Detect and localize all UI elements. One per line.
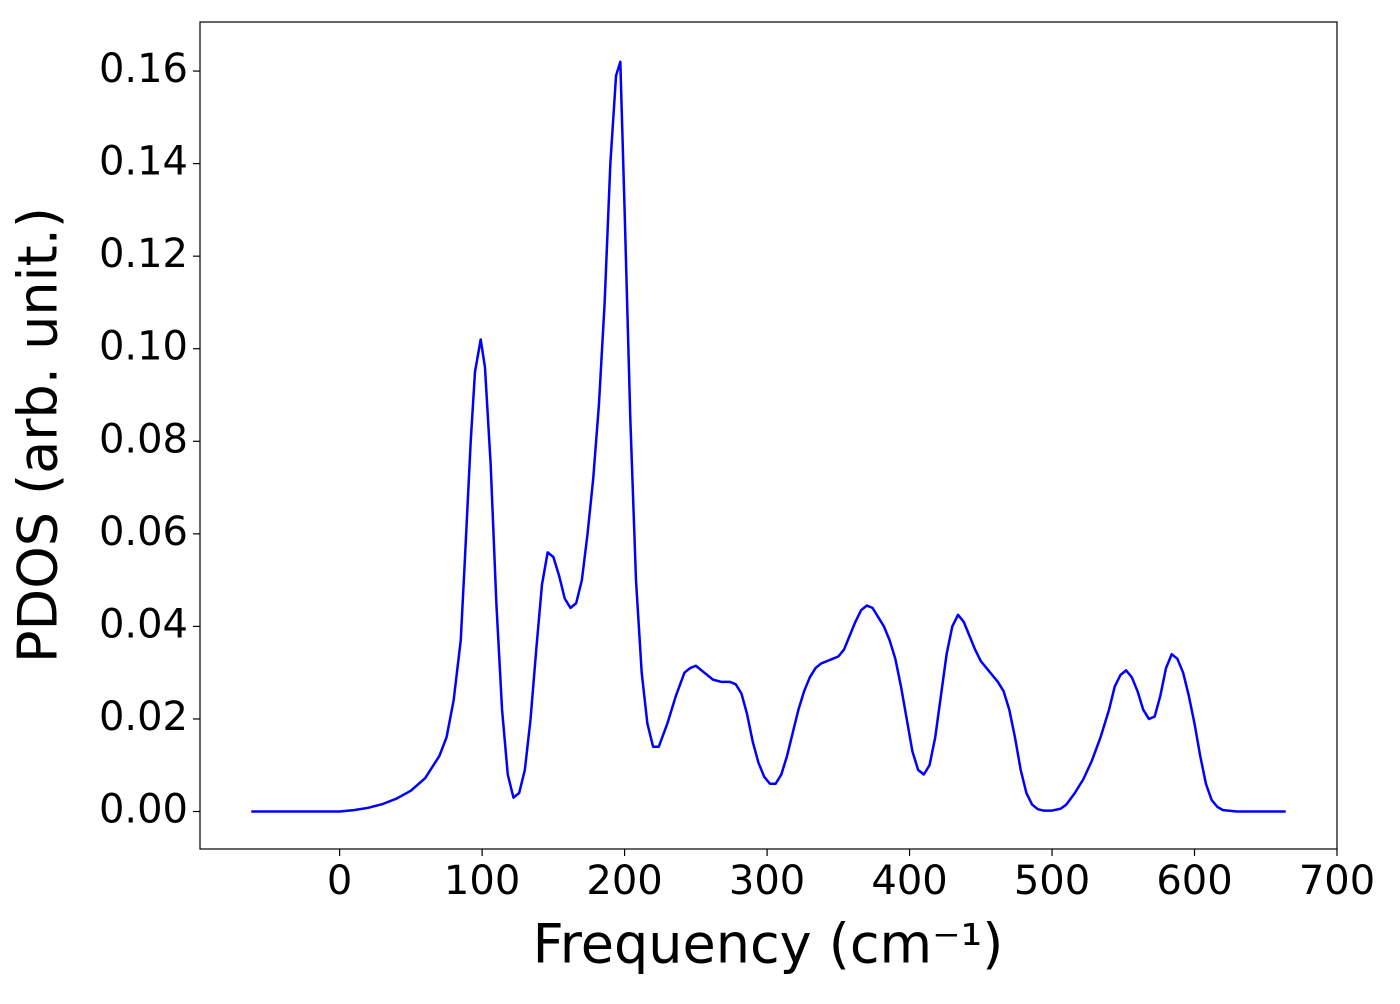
y-tick-label: 0.10 — [99, 324, 188, 370]
y-tick-label: 0.08 — [99, 416, 188, 462]
x-tick-label: 0 — [327, 858, 352, 904]
x-tick-label: 400 — [871, 858, 947, 904]
y-tick-label: 0.00 — [99, 787, 188, 833]
y-tick-label: 0.02 — [99, 694, 188, 740]
x-tick-label: 100 — [444, 858, 520, 904]
y-axis-label: PDOS (arb. unit.) — [7, 207, 70, 663]
y-tick-label: 0.12 — [99, 231, 188, 277]
x-tick-label: 200 — [586, 858, 662, 904]
x-tick-label: 300 — [729, 858, 805, 904]
y-tick-label: 0.14 — [99, 139, 188, 185]
x-tick-label: 600 — [1156, 858, 1232, 904]
y-tick-label: 0.04 — [99, 601, 188, 647]
y-tick-label: 0.16 — [99, 46, 188, 92]
x-axis-label: Frequency (cm⁻¹) — [533, 913, 1004, 976]
line — [251, 60, 1286, 813]
y-tick-label: 0.06 — [99, 509, 188, 555]
plot-frame — [199, 21, 1338, 850]
x-tick-label: 500 — [1014, 858, 1090, 904]
x-tick-label: 700 — [1299, 858, 1375, 904]
